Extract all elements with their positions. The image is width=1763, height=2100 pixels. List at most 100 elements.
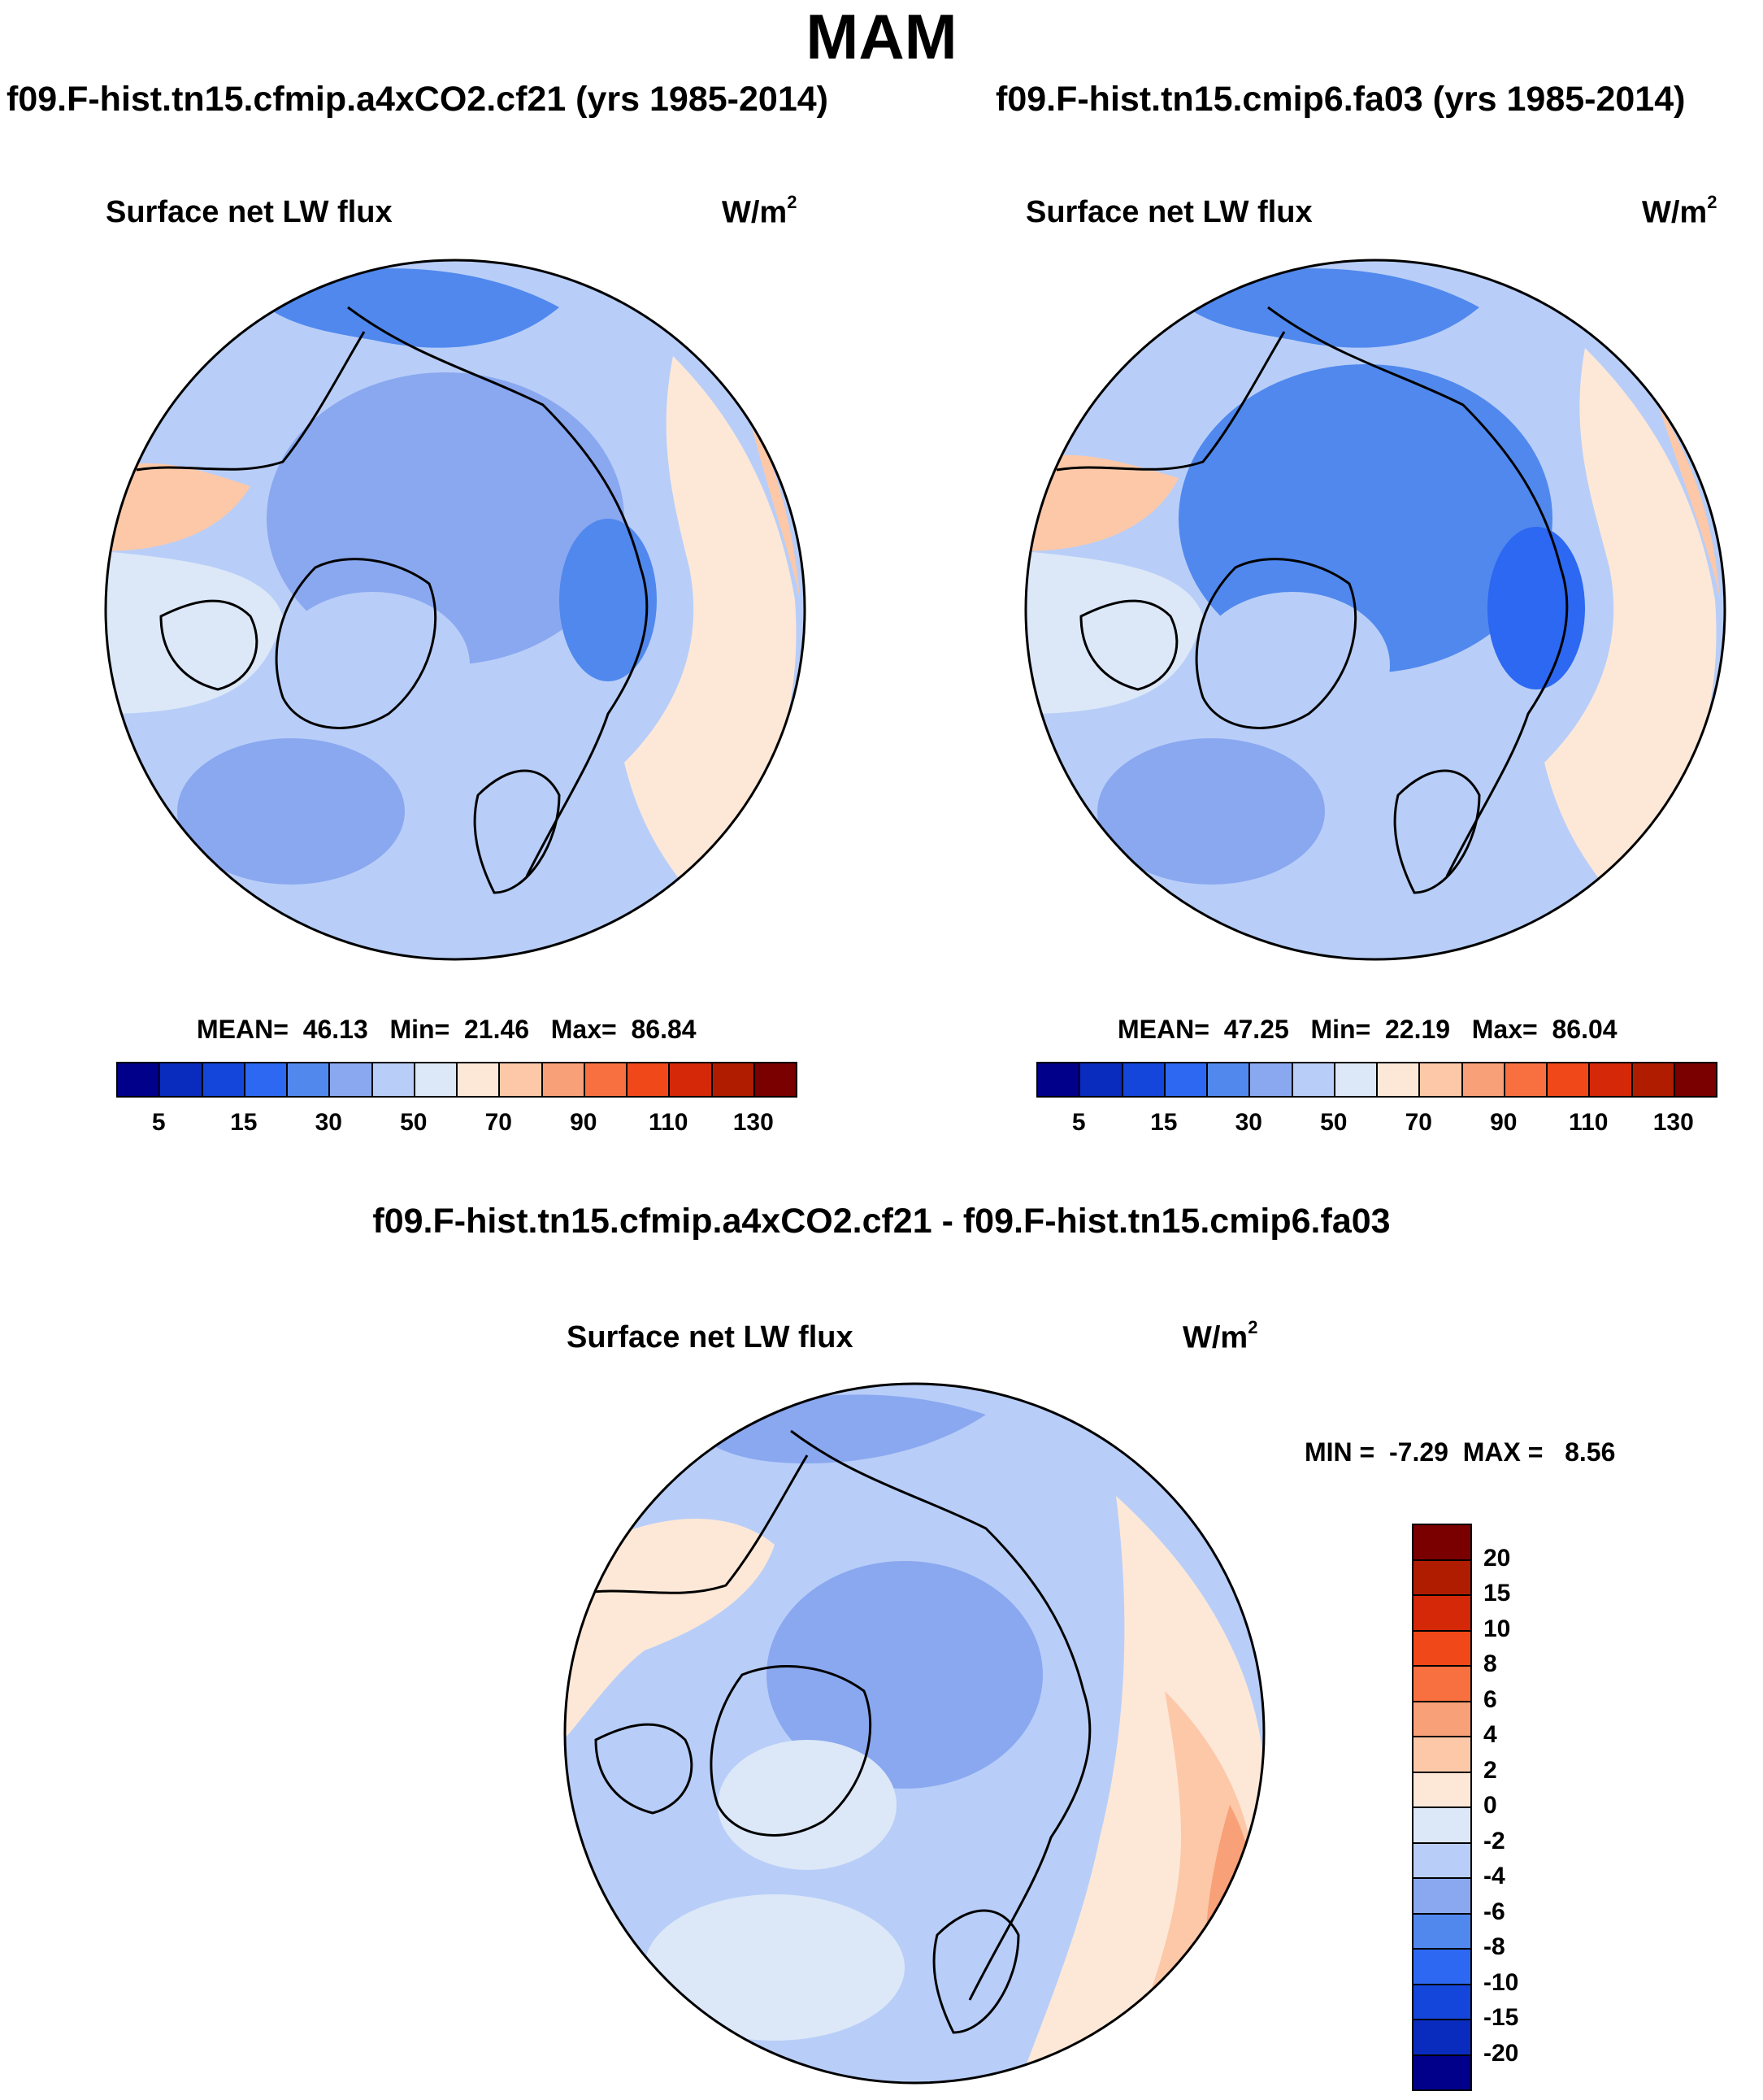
- diff-colorbar-box: [1412, 1841, 1472, 1879]
- diff-colorbar: [1412, 1524, 1472, 2091]
- diff-colorbar-tick-label: 15: [1483, 1580, 1511, 1607]
- panel-2-mean-label: MEAN=: [1118, 1015, 1209, 1044]
- panel-2-variable-label: Surface net LW flux: [1026, 195, 1313, 229]
- panel-2-barents-field: [1487, 527, 1585, 689]
- panel-1-colorbar-box: [243, 1062, 288, 1098]
- diff-colorbar-tick-label: 10: [1483, 1615, 1511, 1642]
- panel-1-coastline-greenland: [275, 558, 437, 729]
- panel-2-colorbar-box: [1333, 1062, 1378, 1098]
- panel-2-colorbar-box: [1163, 1062, 1208, 1098]
- diff-colorbar-box: [1412, 1912, 1472, 1950]
- panel-2-colorbar-tick-label: 50: [1320, 1109, 1348, 1136]
- diff-min-label: MIN =: [1305, 1437, 1375, 1467]
- panel-2-pale-band-west: [1026, 551, 1203, 714]
- panel-1-colorbar-box: [413, 1062, 458, 1098]
- panel-1-warm-region-east-core: [746, 405, 800, 600]
- panel-1-coastline-eurasia: [347, 306, 649, 877]
- diff-pale-region-greenland: [718, 1740, 897, 1870]
- panel-2-colorbar-box: [1418, 1062, 1463, 1098]
- diff-colorbar-box: [1412, 1594, 1472, 1632]
- diff-colorbar-tick-label: 2: [1483, 1756, 1497, 1784]
- panel-2-coastline-greenland: [1195, 558, 1357, 729]
- panel-1-colorbar-tick-label: 110: [649, 1109, 688, 1136]
- panel-2-warm-region-east: [1544, 348, 1717, 893]
- panel-2-colorbar-tick-label: 5: [1071, 1109, 1086, 1136]
- panel-1-units: W/m2: [722, 192, 797, 230]
- panel-2-min-value: 22.19: [1385, 1015, 1451, 1044]
- diff-colorbar-tick-label: -4: [1483, 1863, 1505, 1889]
- diff-colorbar-ticks: 20 15 10 8 6 4 2 0 -2 -4 -6 -8 -10 -15 -20: [1483, 1524, 1581, 2089]
- diff-colorbar-box: [1412, 1771, 1472, 1808]
- panel-1-atlantic-field: [177, 738, 405, 885]
- panel-2-stats: MEAN= 47.25 Min= 22.19 Max= 86.04: [1118, 1015, 1618, 1045]
- panel-2-coastline-eurasia: [1267, 306, 1569, 877]
- panel-1-stats: MEAN= 46.13 Min= 21.46 Max= 86.84: [197, 1015, 697, 1045]
- panel-1-colorbar-box: [626, 1062, 671, 1098]
- panel-1-greenland-field: [275, 592, 470, 738]
- diff-colorbar-box: [1412, 1736, 1472, 1773]
- panel-2-run-title: f09.F-hist.tn15.cmip6.fa03 (yrs 1985-201…: [996, 80, 1686, 119]
- panel-2-cold-band-north: [1170, 268, 1479, 348]
- panel-1-colorbar-tick-label: 5: [151, 1109, 166, 1136]
- panel-1-coastline-canada: [159, 599, 258, 691]
- diff-units: W/m2: [1183, 1317, 1258, 1355]
- diff-colorbar-box: [1412, 1983, 1472, 2020]
- panel-2-colorbar-box: [1588, 1062, 1633, 1098]
- panel-1-colorbar-tick-label: 30: [315, 1109, 342, 1136]
- panel-2-colorbar-box: [1673, 1062, 1717, 1098]
- panel-2-colorbar-box: [1503, 1062, 1548, 1098]
- panel-1-colorbar-box: [158, 1062, 203, 1098]
- panel-1-colorbar-box: [668, 1062, 713, 1098]
- panel-1-variable-label: Surface net LW flux: [106, 195, 393, 229]
- panel-2-max-value: 86.04: [1552, 1015, 1618, 1044]
- diff-atlantic-field: [645, 1894, 905, 2041]
- panel-2-colorbar-tick-label: 110: [1569, 1109, 1609, 1136]
- diff-colorbar-box: [1412, 1665, 1472, 1702]
- panel-1-run-title: f09.F-hist.tn15.cfmip.a4xCO2.cf21 (yrs 1…: [7, 80, 828, 119]
- panel-2-colorbar-tick-label: 15: [1150, 1109, 1178, 1136]
- diff-pale-region-center: [766, 1561, 1043, 1789]
- panel-1-colorbar-box: [753, 1062, 797, 1098]
- panel-1-colorbar-tick-label: 70: [484, 1109, 512, 1136]
- panel-2-colorbar-box: [1376, 1062, 1421, 1098]
- panel-2-coastline-canada: [1079, 599, 1179, 691]
- panel-2-colorbar-box: [1248, 1062, 1293, 1098]
- diff-colorbar-box: [1412, 2054, 1472, 2091]
- panel-1-min-value: 21.46: [464, 1015, 530, 1044]
- diff-colorbar-box: [1412, 1807, 1472, 1844]
- panel-2-colorbar-box: [1121, 1062, 1166, 1098]
- panel-1-colorbar-box: [498, 1062, 543, 1098]
- panel-1-barents-field: [559, 519, 657, 681]
- panel-2-coastline-scandinavia: [1393, 769, 1481, 894]
- diff-min-value: -7.29: [1389, 1437, 1448, 1467]
- panel-1-coastline-alaska: [136, 331, 366, 472]
- panel-1-colorbar-tick-label: 90: [570, 1109, 597, 1136]
- diff-warm-region-west: [565, 1519, 775, 1740]
- diff-colorbar-box: [1412, 1877, 1472, 1915]
- diff-colorbar-tick-label: -6: [1483, 1898, 1505, 1925]
- panel-2-colorbar-box: [1631, 1062, 1675, 1098]
- panel-1-polar-map: [104, 259, 806, 961]
- panel-1-colorbar-box: [456, 1062, 501, 1098]
- panel-1-pale-band-west: [106, 551, 283, 714]
- panel-1-min-label: Min=: [389, 1015, 450, 1044]
- panel-1-max-value: 86.84: [631, 1015, 697, 1044]
- panel-1-coastline-scandinavia: [473, 769, 561, 894]
- panel-1-colorbar-box: [328, 1062, 373, 1098]
- diff-coastline-scandinavia: [932, 1909, 1020, 2034]
- diff-colorbar-box: [1412, 1524, 1472, 1561]
- panel-2-colorbar-box: [1546, 1062, 1591, 1098]
- panel-1-colorbar-tick-label: 50: [400, 1109, 428, 1136]
- panel-2-colorbar-box: [1036, 1062, 1081, 1098]
- panel-1-colorbar-box: [583, 1062, 627, 1098]
- panel-2-polar-map: [1024, 259, 1726, 961]
- diff-stats: MIN = -7.29 MAX = 8.56: [1305, 1437, 1615, 1467]
- panel-2-colorbar-tick-label: 30: [1235, 1109, 1262, 1136]
- diff-colorbar-tick-label: 4: [1483, 1721, 1497, 1748]
- panel-1-colorbar-tick-label: 15: [230, 1109, 258, 1136]
- panel-2-max-label: Max=: [1471, 1015, 1538, 1044]
- panel-1-warm-region-west: [106, 463, 250, 551]
- panel-1-colorbar: [116, 1062, 797, 1098]
- panel-2-min-label: Min=: [1310, 1015, 1371, 1044]
- diff-colorbar-tick-label: -8: [1483, 1933, 1505, 1960]
